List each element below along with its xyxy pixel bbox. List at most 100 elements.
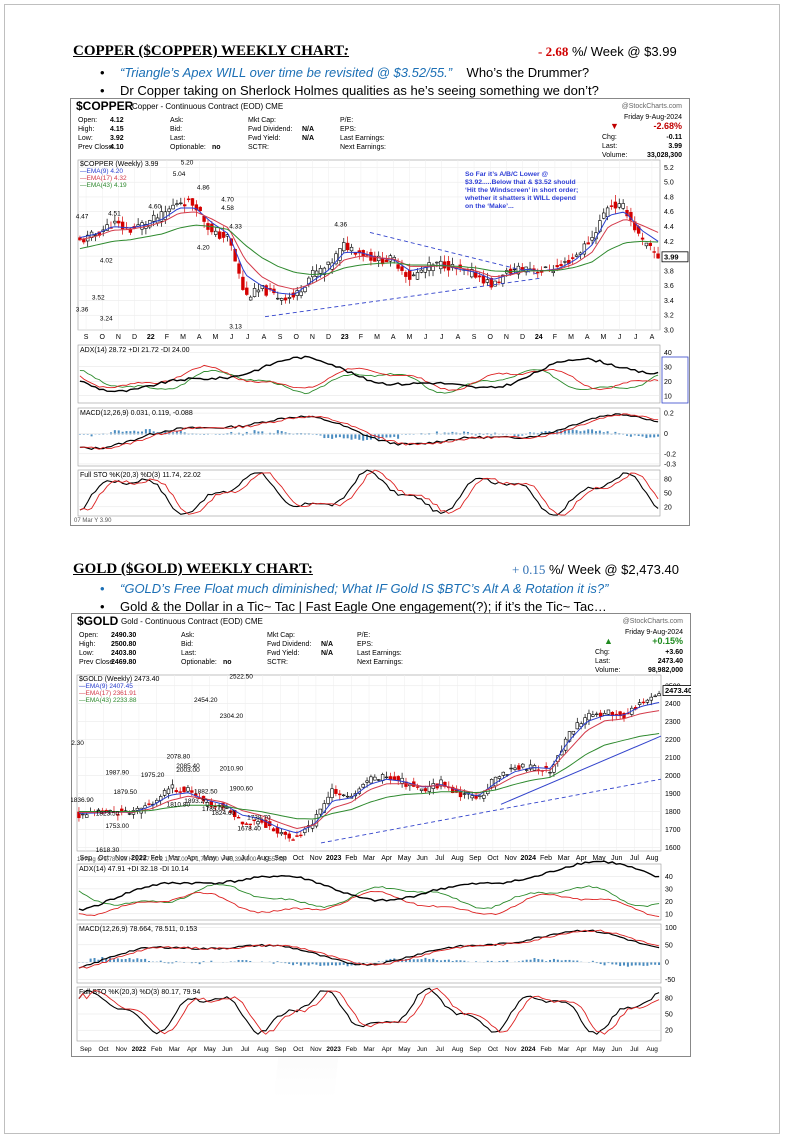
gold-macd-hist-bar (183, 962, 186, 963)
x-tick-label: A (650, 334, 655, 341)
gold-bottom-x-label: Jun (417, 1046, 428, 1053)
candle-body (485, 279, 490, 283)
gold-trend-line-upper (500, 735, 662, 805)
gold-macd-hist-bar (630, 962, 633, 966)
gold-macd-hist-bar (420, 959, 423, 963)
copper-macd-hist-bar (338, 434, 341, 438)
copper-macd-tick: 0 (664, 431, 668, 438)
candle-body (93, 234, 98, 236)
gold-bottom-x-label: Aug (257, 1046, 269, 1053)
x-tick-label: Mar (558, 855, 571, 862)
quote-label: Optionable: (170, 144, 206, 151)
gold-macd-hist-bar (490, 960, 493, 963)
copper-annotation-line: So Far it’s A/B/C Lower @ (465, 171, 549, 178)
gold-macd-hist-bar (521, 960, 524, 963)
copper-macd-hist-bar (90, 434, 93, 437)
gold-bottom-x-label: Oct (488, 1046, 498, 1053)
price-annotation: 1738.70 (247, 814, 271, 821)
gold-macd-hist-bar (564, 959, 567, 963)
candle-body (244, 823, 249, 825)
x-tick-label: J (618, 334, 622, 341)
gold-bottom-x-label: May (593, 1046, 606, 1053)
candle-body (175, 203, 179, 205)
copper-macd-hist-bar (614, 431, 617, 435)
price-annotation: 3.13 (229, 323, 242, 330)
candle-body (377, 779, 381, 781)
quote-value: N/A (321, 641, 333, 648)
gold-macd-hist-bar (436, 960, 439, 963)
copper-annotation-line: on the ‘Make’... (465, 203, 514, 210)
candle-body (318, 808, 323, 815)
price-annotation: 1900.60 (229, 785, 253, 792)
gold-macd-hist-bar (327, 962, 330, 966)
ema-line-1 (79, 207, 659, 295)
candle-body (509, 767, 513, 770)
gold-macd-hist-bar (338, 962, 341, 966)
candle-body (563, 261, 567, 263)
candle-body (221, 231, 226, 238)
copper-macd-hist-bar (261, 431, 264, 435)
quote-label: Fwd Yield: (267, 650, 299, 657)
candle-body (415, 786, 420, 788)
copper-macd-hist-bar (486, 433, 489, 435)
copper-macd-hist-bar (257, 431, 260, 435)
copper-sto-tick: 20 (664, 504, 672, 511)
quote-value: N/A (302, 126, 314, 133)
x-tick-label: Sep (274, 855, 287, 862)
candle-body (548, 771, 552, 774)
copper-adx-line (79, 355, 659, 393)
copper-macd-hist-bar (618, 433, 621, 435)
copper-macd-hist-bar (175, 431, 178, 435)
gold-macd-hist-bar (295, 962, 298, 964)
y-tick-label: 2100 (665, 755, 681, 762)
candle-body (427, 786, 432, 792)
quote-date: Friday 9-Aug-2024 (624, 114, 682, 121)
quote-value: 98,982,000 (648, 667, 683, 674)
x-tick-label: M (212, 334, 218, 341)
price-annotation: 2152.30 (71, 740, 84, 747)
quote-label: Chg: (602, 134, 617, 141)
x-tick-label: Nov (115, 855, 128, 862)
candle-body (586, 242, 590, 245)
copper-quote-block: Open: 4.12 High: 4.15 Low: 3.92 Prev Close:4.1… (78, 114, 682, 159)
candle-body (345, 795, 350, 798)
gold-macd-hist-bar (334, 962, 337, 966)
copper-adx-tick: 20 (664, 379, 672, 386)
candle-body (229, 810, 233, 813)
x-tick-label: O (100, 334, 106, 341)
gold-macd-line (78, 929, 660, 969)
gold-chart-name: Gold - Continuous Contract (EOD) CME (121, 617, 263, 626)
last-price-label: 2473.40 (665, 686, 691, 695)
gold-bottom-x-label: Jul (241, 1046, 250, 1053)
gold-macd-hist-bar (537, 959, 540, 963)
copper-macd-hist-bar (303, 433, 306, 435)
candle-body (225, 807, 229, 809)
gold-bottom-x-label: May (204, 1046, 217, 1053)
copper-macd-hist-bar (82, 434, 85, 435)
candle-body (606, 709, 611, 715)
gold-macd-hist-bar (626, 962, 629, 967)
x-tick-label: Sep (469, 855, 482, 862)
candle-body (590, 237, 594, 241)
price-annotation: 1810.80 (167, 802, 191, 809)
candle-body (113, 220, 117, 224)
candle-body (644, 242, 649, 247)
gold-macd-hist-bar (105, 958, 108, 963)
candle-body (435, 261, 439, 264)
quote-value: 4.10 (110, 144, 124, 151)
price-annotation: 4.33 (229, 224, 242, 231)
quote-label: Volume: (602, 152, 627, 159)
gold-bottom-x-label: Nov (505, 1046, 517, 1053)
quote-label: Low: (78, 135, 93, 142)
price-annotation: 4.51 (108, 210, 121, 217)
candle-body (501, 771, 506, 776)
quote-label: Volume: (595, 667, 620, 674)
gold-macd-frame (76, 923, 662, 984)
quote-value: N/A (302, 135, 314, 142)
gold-macd-hist-bar (175, 961, 178, 963)
gold-macd-hist-bar (331, 962, 334, 966)
gold-macd-hist-bar (545, 961, 548, 963)
candle-body (217, 231, 222, 239)
gold-macd-hist-bar (502, 960, 505, 963)
quote-label: Next Earnings: (357, 659, 403, 666)
